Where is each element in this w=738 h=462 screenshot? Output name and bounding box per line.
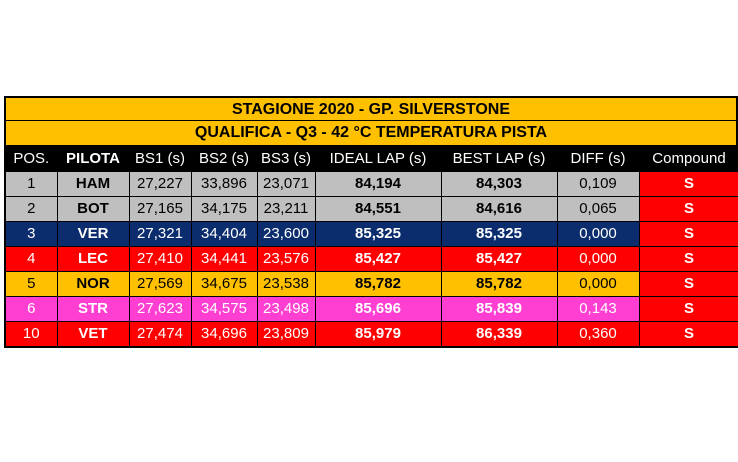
best-lap-cell: 85,325 — [440, 221, 558, 247]
ideal-lap-cell: 85,325 — [314, 221, 442, 247]
pilota-cell: BOT — [56, 196, 130, 222]
table-row: 3 VER 27,321 34,404 23,600 85,325 85,325 0,000 S — [4, 221, 738, 247]
table-row: 2 BOT 27,165 34,175 23,211 84,551 84,616 0,065 S — [4, 196, 738, 222]
table-row: 4 LEC 27,410 34,441 23,576 85,427 85,427 0,000 S — [4, 246, 738, 272]
diff-cell: 0,109 — [556, 171, 640, 197]
bs1-cell: 27,165 — [128, 196, 192, 222]
table-row: 10 VET 27,474 34,696 23,809 85,979 86,339 0,360… — [4, 321, 738, 348]
bs3-cell: 23,809 — [256, 321, 316, 348]
bs3-cell: 23,576 — [256, 246, 316, 272]
ideal-lap-cell: 85,427 — [314, 246, 442, 272]
bs1-cell: 27,569 — [128, 271, 192, 297]
bs2-cell: 34,675 — [190, 271, 258, 297]
table-row: 1 HAM 27,227 33,896 23,071 84,194 84,303 0,109 S — [4, 171, 738, 197]
bs3-cell: 23,071 — [256, 171, 316, 197]
diff-cell: 0,000 — [556, 246, 640, 272]
compound-cell: S — [638, 196, 738, 222]
compound-cell: S — [638, 246, 738, 272]
bs3-cell: 23,538 — [256, 271, 316, 297]
compound-cell: S — [638, 296, 738, 322]
header-row: POS. PILOTA BS1 (s) BS2 (s) BS3 (s) IDEA… — [4, 146, 738, 172]
bs2-cell: 33,896 — [190, 171, 258, 197]
header-ideal-lap: IDEAL LAP (s) — [314, 146, 442, 172]
table-row: 6 STR 27,623 34,575 23,498 85,696 85,839 0,143 S — [4, 296, 738, 322]
bs2-cell: 34,575 — [190, 296, 258, 322]
bs3-cell: 23,498 — [256, 296, 316, 322]
pilota-cell: VET — [56, 321, 130, 348]
bs1-cell: 27,623 — [128, 296, 192, 322]
ideal-lap-cell: 85,979 — [314, 321, 442, 348]
compound-cell: S — [638, 321, 738, 348]
header-compound: Compound — [638, 146, 738, 172]
pilota-cell: VER — [56, 221, 130, 247]
pos-cell: 3 — [4, 221, 58, 247]
pilota-cell: NOR — [56, 271, 130, 297]
ideal-lap-cell: 85,696 — [314, 296, 442, 322]
table-title: STAGIONE 2020 - GP. SILVERSTONE — [4, 96, 738, 121]
ideal-lap-cell: 85,782 — [314, 271, 442, 297]
pos-cell: 1 — [4, 171, 58, 197]
best-lap-cell: 84,616 — [440, 196, 558, 222]
results-grid: POS. PILOTA BS1 (s) BS2 (s) BS3 (s) IDEA… — [4, 146, 738, 348]
diff-cell: 0,000 — [556, 221, 640, 247]
diff-cell: 0,143 — [556, 296, 640, 322]
header-pos: POS. — [4, 146, 58, 172]
header-pilota: PILOTA — [56, 146, 130, 172]
bs1-cell: 27,321 — [128, 221, 192, 247]
bs2-cell: 34,441 — [190, 246, 258, 272]
compound-cell: S — [638, 171, 738, 197]
bs1-cell: 27,410 — [128, 246, 192, 272]
bs3-cell: 23,211 — [256, 196, 316, 222]
best-lap-cell: 85,839 — [440, 296, 558, 322]
pos-cell: 5 — [4, 271, 58, 297]
header-bs2: BS2 (s) — [190, 146, 258, 172]
best-lap-cell: 85,782 — [440, 271, 558, 297]
diff-cell: 0,360 — [556, 321, 640, 348]
best-lap-cell: 86,339 — [440, 321, 558, 348]
bs2-cell: 34,404 — [190, 221, 258, 247]
pos-cell: 6 — [4, 296, 58, 322]
diff-cell: 0,065 — [556, 196, 640, 222]
bs2-cell: 34,175 — [190, 196, 258, 222]
table-subtitle: QUALIFICA - Q3 - 42 °C TEMPERATURA PISTA — [4, 121, 738, 146]
pos-cell: 10 — [4, 321, 58, 348]
header-best-lap: BEST LAP (s) — [440, 146, 558, 172]
bs1-cell: 27,227 — [128, 171, 192, 197]
best-lap-cell: 84,303 — [440, 171, 558, 197]
ideal-lap-cell: 84,551 — [314, 196, 442, 222]
pos-cell: 2 — [4, 196, 58, 222]
bs2-cell: 34,696 — [190, 321, 258, 348]
pos-cell: 4 — [4, 246, 58, 272]
pilota-cell: HAM — [56, 171, 130, 197]
header-diff: DIFF (s) — [556, 146, 640, 172]
pilota-cell: LEC — [56, 246, 130, 272]
compound-cell: S — [638, 221, 738, 247]
best-lap-cell: 85,427 — [440, 246, 558, 272]
header-bs1: BS1 (s) — [128, 146, 192, 172]
header-bs3: BS3 (s) — [256, 146, 316, 172]
compound-cell: S — [638, 271, 738, 297]
diff-cell: 0,000 — [556, 271, 640, 297]
pilota-cell: STR — [56, 296, 130, 322]
table-row: 5 NOR 27,569 34,675 23,538 85,782 85,782 0,000 S — [4, 271, 738, 297]
bs1-cell: 27,474 — [128, 321, 192, 348]
ideal-lap-cell: 84,194 — [314, 171, 442, 197]
bs3-cell: 23,600 — [256, 221, 316, 247]
qualifying-table: STAGIONE 2020 - GP. SILVERSTONE QUALIFIC… — [4, 96, 738, 348]
